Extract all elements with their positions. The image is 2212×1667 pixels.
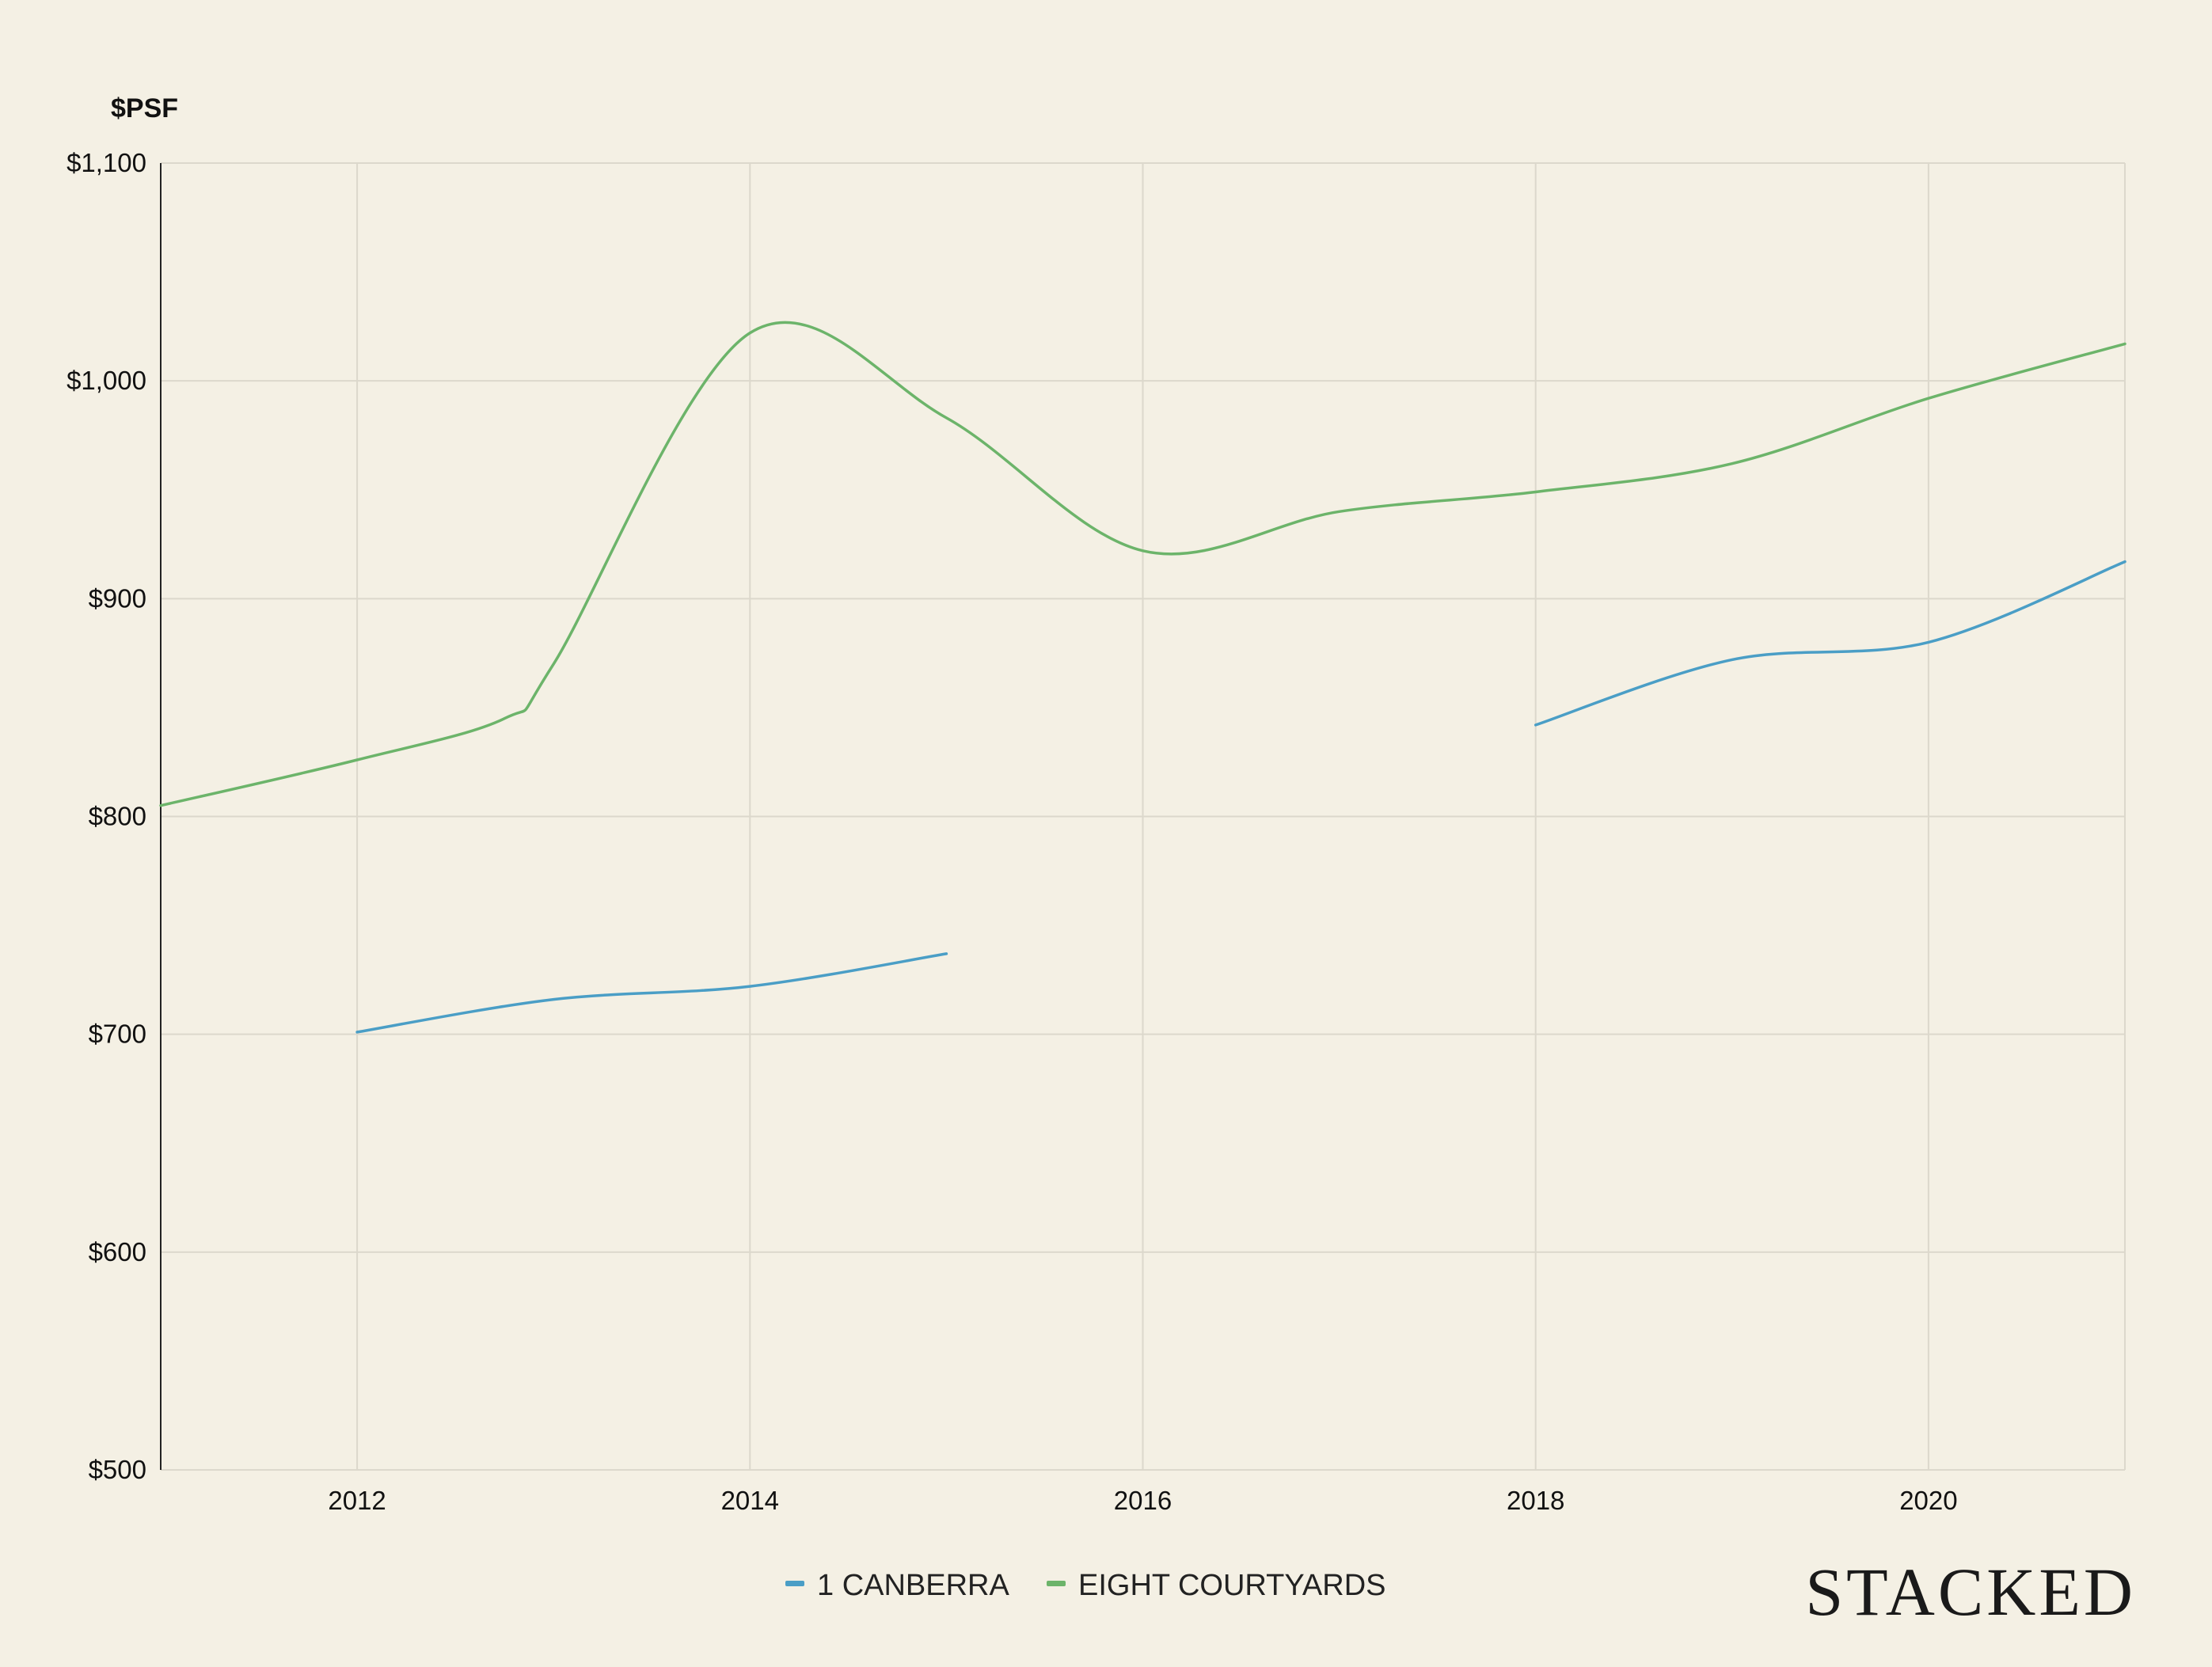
legend-swatch-eight-courtyards xyxy=(1047,1581,1066,1586)
grid-layer xyxy=(161,162,2126,1471)
y-tick-label: $700 xyxy=(89,1020,146,1049)
y-tick-label: $900 xyxy=(89,583,146,613)
legend: 1 CANBERRA EIGHT COURTYARDS xyxy=(785,1569,1386,1602)
y-tick-label: $600 xyxy=(89,1237,146,1266)
y-tick-label: $1,000 xyxy=(67,366,146,395)
x-tick-label: 2012 xyxy=(328,1486,386,1515)
series-line-eight-courtyards xyxy=(159,321,2126,807)
series-line-1-canberra xyxy=(355,952,948,1034)
y-tick-label: $500 xyxy=(89,1455,146,1484)
y-tick-label: $1,100 xyxy=(67,148,146,177)
legend-label-eight-courtyards: EIGHT COURTYARDS xyxy=(1078,1569,1386,1602)
series-layer xyxy=(159,321,2126,1034)
legend-swatch-1-canberra xyxy=(785,1581,804,1586)
legend-label-1-canberra: 1 CANBERRA xyxy=(817,1569,1009,1602)
y-axis-title: $PSF xyxy=(111,93,178,123)
x-tick-label: 2018 xyxy=(1507,1486,1564,1515)
label-layer: $500 $600 $700 $800 $900 $1,000 $1,100 2012 2014… xyxy=(67,148,1958,1515)
x-tick-label: 2014 xyxy=(721,1486,779,1515)
x-tick-label: 2016 xyxy=(1114,1486,1172,1515)
x-tick-label: 2020 xyxy=(1899,1486,1957,1515)
series-line-1-canberra xyxy=(1534,560,2126,727)
y-tick-label: $800 xyxy=(89,802,146,831)
brand-logo: STACKED xyxy=(1805,1554,2136,1630)
